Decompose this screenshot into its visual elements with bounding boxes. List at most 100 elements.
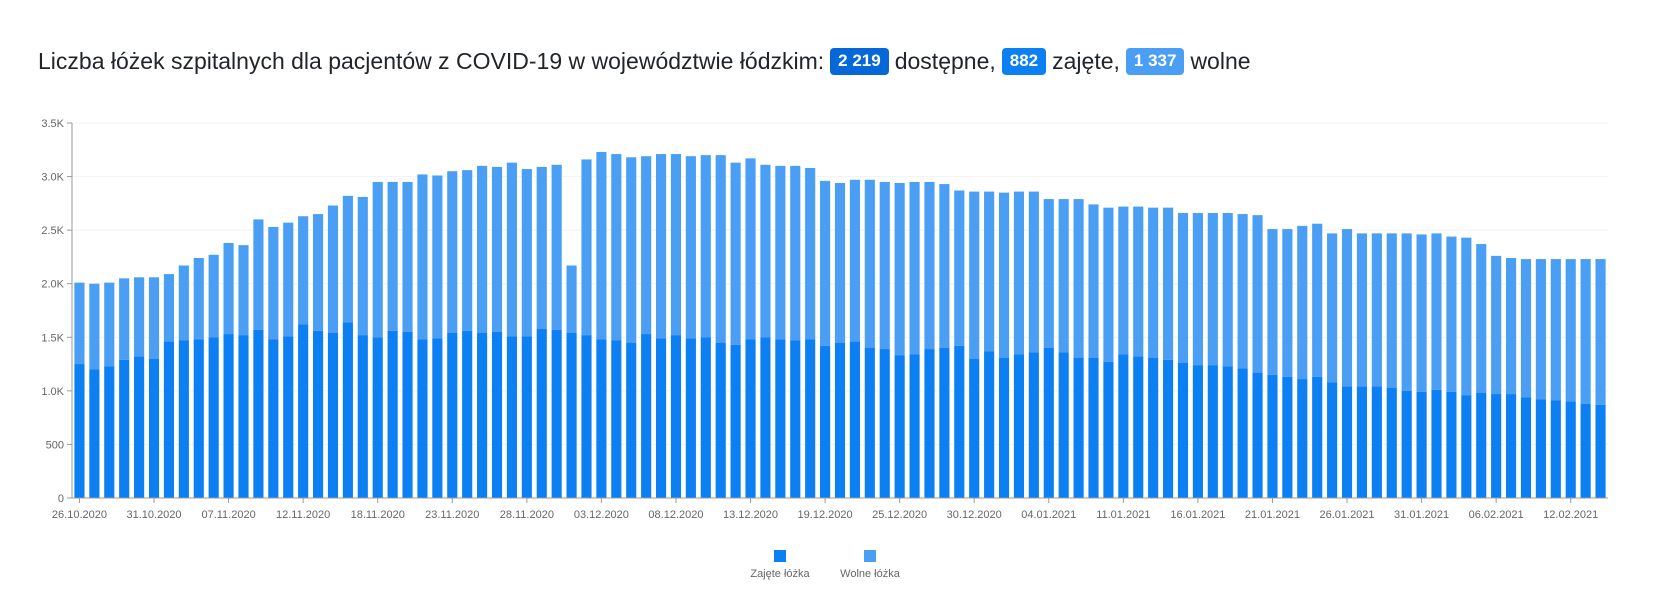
bar-occupied [849,341,860,498]
legend-swatch-occupied [774,550,786,562]
legend-label-occupied: Zajęte łóżka [750,568,810,580]
bar-occupied [506,336,517,498]
x-tick-label: 19.12.2020 [798,509,853,521]
bar-free [1491,255,1502,395]
bar-occupied [730,344,741,498]
bar-occupied [1237,368,1248,498]
bar-occupied [626,342,637,498]
bar-occupied [387,330,398,498]
bar-free [432,175,443,339]
bar-occupied [1163,359,1174,498]
bar-free [193,258,204,340]
x-tick-label: 12.11.2020 [276,509,330,521]
bar-free [342,195,353,323]
bar-free [790,165,801,341]
available-beds-badge: 2 219 [830,48,889,75]
bar-free [1118,206,1129,355]
bar-occupied [372,337,383,498]
bar-free [238,245,249,336]
chart-legend: Zajęte łóżka Wolne łóżka [0,550,1678,590]
bar-free [372,181,383,338]
bar-free [1028,191,1039,353]
bar-occupied [298,324,309,498]
bar-free [1043,199,1054,348]
bar-free [954,190,965,346]
x-tick-label: 03.12.2020 [574,509,629,521]
x-tick-label: 06.02.2021 [1469,509,1524,521]
bar-occupied [715,342,726,498]
bar-free [491,166,503,332]
bar-free [1520,259,1532,398]
bar-occupied [894,355,905,498]
bar-chart: 0 500 1.0K 1.5K 2.0K 2.5K 3.0K 3.5K 26.10.2020 31… [41,118,1608,521]
bar-free [1446,236,1457,392]
bar-free [1565,259,1576,402]
x-tick-label: 07.11.2020 [201,509,255,521]
bar-occupied [1013,354,1025,498]
bar-occupied [1431,389,1442,498]
y-tick-label: 2.5K [41,225,64,237]
y-tick-label: 3.0K [41,172,64,184]
bar-free [1103,207,1114,362]
bar-occupied [119,359,130,498]
bar-occupied [1222,366,1233,498]
x-tick-label: 04.01.2021 [1021,509,1076,521]
bar-occupied [1595,404,1606,498]
bar-free [104,282,115,367]
bar-occupied [89,369,100,498]
bar-occupied [521,336,532,498]
bar-free [715,155,726,343]
bar-occupied [238,335,249,498]
bar-free [1207,213,1218,366]
x-tick-label: 16.01.2021 [1170,509,1225,521]
bar-free [119,278,130,360]
bar-free [1163,207,1174,360]
bar-free [223,243,234,335]
bar-free [879,181,890,350]
bar-free [1192,213,1203,366]
bar-free [327,205,339,333]
bar-occupied [1386,387,1397,498]
bar-occupied [581,335,592,498]
bar-occupied [1118,354,1129,498]
bar-free [1550,259,1561,401]
x-tick-label: 18.11.2020 [351,509,405,521]
bar-occupied [1088,357,1099,498]
bar-occupied [879,349,890,498]
bar-occupied [1520,397,1532,498]
bar-free [402,181,413,332]
bar-occupied [670,335,682,498]
bar-occupied [327,333,339,498]
bar-free [924,181,935,350]
bar-occupied [760,337,771,498]
legend-item-free[interactable]: Wolne łóżka [810,550,930,580]
legend-label-free: Wolne łóżka [840,568,900,580]
bar-free [74,282,85,365]
x-tick-label: 30.12.2020 [947,509,1002,521]
bar-free [178,265,189,341]
bar-occupied [268,339,279,498]
bar-free [685,156,696,339]
bar-free [298,216,309,325]
bar-occupied [1297,379,1308,498]
bar-occupied [1192,365,1203,498]
occupied-beds-label: zajęte, [1052,48,1120,74]
legend-item-occupied[interactable]: Zajęte łóżka [720,550,840,580]
bar-free [670,154,682,336]
bar-free [1386,233,1397,388]
bar-occupied [596,339,607,498]
bar-free [387,181,398,331]
bar-occupied [685,338,696,498]
bar-free [894,183,905,356]
bar-occupied [1446,391,1457,498]
bar-free [655,154,667,339]
bar-free [134,277,145,357]
bar-free [253,219,264,330]
bar-free [283,222,294,337]
bar-free [909,181,920,355]
bar-free [1297,225,1308,380]
bar-free [1356,233,1368,387]
bar-free [1267,229,1278,375]
bar-occupied [462,330,473,498]
bar-occupied [1133,356,1144,498]
